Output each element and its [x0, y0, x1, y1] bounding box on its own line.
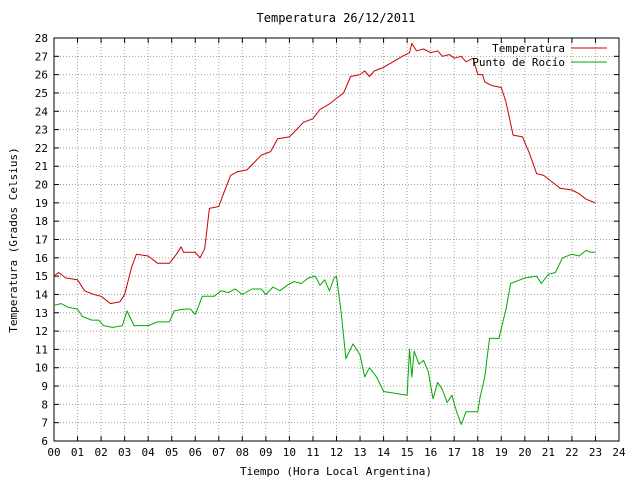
y-axis-label: Temperatura (Grados Celsius) — [7, 147, 20, 332]
y-tick-label: 18 — [35, 215, 48, 228]
y-tick-label: 17 — [35, 234, 48, 247]
y-tick-label: 21 — [35, 160, 48, 173]
series-lines — [53, 43, 596, 425]
y-axis-ticks: 6 7 8 9 10 11 12 13 14 15 16 17 18 19 20 21 22 23 24 25 26 27… — [35, 32, 619, 448]
y-tick-label: 8 — [41, 398, 48, 411]
series-line-punto-de-rocio — [53, 250, 596, 425]
y-tick-label: 14 — [35, 288, 49, 301]
x-tick-label: 07 — [212, 446, 225, 459]
x-tick-label: 15 — [401, 446, 414, 459]
legend-label-temperatura: Temperatura — [492, 42, 565, 55]
x-tick-label: 21 — [542, 446, 555, 459]
x-tick-label: 16 — [424, 446, 437, 459]
x-tick-label: 23 — [589, 446, 602, 459]
y-tick-label: 7 — [41, 417, 48, 430]
y-tick-label: 12 — [35, 325, 48, 338]
x-tick-label: 19 — [495, 446, 508, 459]
y-tick-label: 15 — [35, 270, 48, 283]
x-tick-label: 13 — [353, 446, 366, 459]
legend: Temperatura Punto de Rocío — [472, 42, 607, 69]
x-tick-label: 22 — [565, 446, 578, 459]
y-tick-label: 20 — [35, 179, 48, 192]
x-tick-label: 14 — [377, 446, 391, 459]
y-tick-label: 9 — [41, 380, 48, 393]
chart-title: Temperatura 26/12/2011 — [257, 11, 416, 25]
y-tick-label: 6 — [41, 435, 48, 448]
y-tick-label: 10 — [35, 362, 48, 375]
x-tick-label: 06 — [189, 446, 202, 459]
x-tick-label: 17 — [448, 446, 461, 459]
y-tick-label: 19 — [35, 197, 48, 210]
legend-label-punto-de-rocio: Punto de Rocío — [472, 56, 565, 69]
y-tick-label: 26 — [35, 69, 48, 82]
x-tick-label: 09 — [259, 446, 272, 459]
x-axis-ticks: 00 01 02 03 04 05 06 07 08 09 10 11 12 13 14 15 16 17 18 19… — [47, 38, 626, 459]
x-tick-label: 01 — [71, 446, 84, 459]
x-tick-label: 03 — [118, 446, 131, 459]
y-tick-label: 13 — [35, 307, 48, 320]
x-tick-label: 11 — [306, 446, 319, 459]
x-tick-label: 18 — [471, 446, 484, 459]
y-tick-label: 22 — [35, 142, 48, 155]
y-tick-label: 28 — [35, 32, 48, 45]
x-axis-label: Tiempo (Hora Local Argentina) — [240, 465, 432, 478]
y-tick-label: 11 — [35, 343, 48, 356]
x-tick-label: 05 — [165, 446, 178, 459]
x-tick-label: 12 — [330, 446, 343, 459]
y-tick-label: 25 — [35, 87, 48, 100]
x-tick-label: 02 — [94, 446, 107, 459]
x-tick-label: 10 — [283, 446, 296, 459]
x-tick-label: 00 — [47, 446, 60, 459]
y-tick-label: 27 — [35, 50, 48, 63]
y-tick-label: 24 — [35, 105, 49, 118]
x-tick-label: 20 — [518, 446, 531, 459]
y-tick-label: 23 — [35, 124, 48, 137]
y-tick-label: 16 — [35, 252, 48, 265]
series-line-temperatura — [53, 43, 596, 305]
x-tick-label: 24 — [612, 446, 626, 459]
x-tick-label: 08 — [236, 446, 249, 459]
x-tick-label: 04 — [142, 446, 156, 459]
